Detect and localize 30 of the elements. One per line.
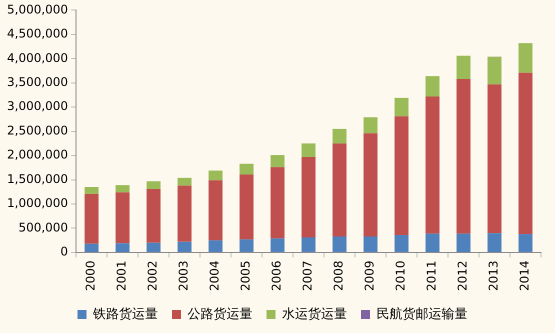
x-tick-label: 2007 [300,260,315,292]
y-tick-label: 0 [60,244,68,259]
x-tick-label: 2003 [176,260,191,292]
x-tick-label: 2008 [332,260,346,292]
legend-label: 民航货邮运输量 [376,306,468,322]
y-tick-label: 3,000,000 [6,99,68,114]
x-tick-label: 2006 [270,260,284,292]
x-tick-label: 2010 [394,260,408,292]
x-tick-label: 2009 [362,260,377,292]
y-tick-label: 5,000,000 [6,2,68,16]
x-tick-label: 2012 [456,260,470,292]
legend-label: 公路货运量 [188,306,252,322]
y-tick-label: 2,000,000 [6,148,68,162]
y-tick-label: 2,500,000 [6,123,68,138]
y-tick-label: 500,000 [18,220,68,234]
legend-label: 铁路货运量 [92,306,158,322]
x-tick-label: 2001 [114,260,129,292]
y-tick-label: 1,000,000 [6,196,68,210]
x-tick-label: 2004 [208,260,222,292]
legend-label: 水运货运量 [282,306,347,322]
y-tick-label: 1,500,000 [6,172,68,186]
x-tick-label: 2002 [146,260,160,292]
x-tick-label: 2014 [518,260,532,292]
y-tick-label: 4,500,000 [6,26,68,41]
x-tick-label: 2000 [84,260,98,292]
y-tick-label: 3,500,000 [6,75,68,90]
y-tick-label: 4,000,000 [6,50,68,65]
x-tick-label: 2013 [486,260,501,292]
x-tick-label: 2011 [424,260,439,292]
x-tick-label: 2005 [238,260,253,292]
